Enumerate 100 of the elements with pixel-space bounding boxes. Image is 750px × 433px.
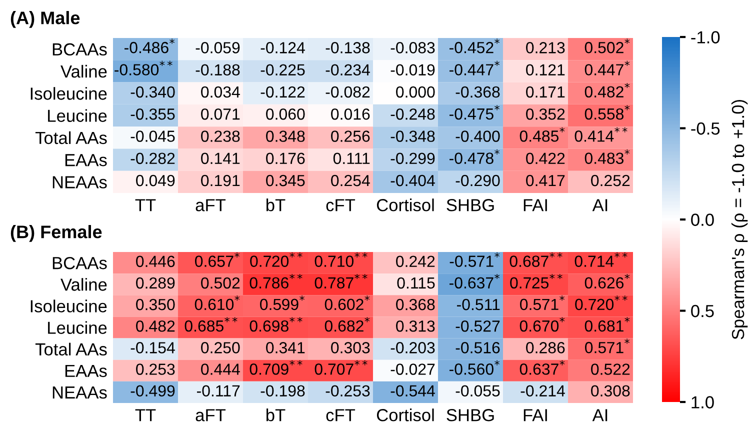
color-bar-label: 0.0 [691,214,714,226]
data-label: 0.485$^{*}$ [520,127,565,142]
data-label: 0.637$^{*}$ [520,360,565,375]
x-tick-label: cFT [326,199,356,212]
y-tick-label: Total AAs [35,342,107,356]
chart-title: (A) Male [10,11,80,28]
data-label: 0.368 [396,298,435,310]
data-label: 0.502$^{*}$ [584,38,630,54]
y-tick-label: BCAAs [52,43,107,56]
data-label: -0.516 [456,342,500,354]
y-tick-label: EAAs [65,364,107,378]
y-tick-label: BCAAs [52,256,107,270]
x-tick-label: bT [266,198,286,212]
color-bar-label: -1.0 [691,31,720,44]
data-label: -0.154 [130,342,175,354]
y-tick-label: Valine [60,278,107,291]
data-label: 0.115 [397,277,435,289]
y-tick-label: Total AAs [35,131,107,144]
data-label: 0.444 [201,364,240,375]
data-label: 0.060 [266,108,305,120]
data-label: 0.242 [396,256,435,268]
data-label: 0.313 [396,320,435,332]
data-label: -0.234 [326,64,370,76]
data-label: 0.286 [526,342,565,354]
data-label: 0.682$^{*}$ [324,317,370,332]
data-label: 0.348 [266,130,305,142]
data-label: 0.034 [201,86,240,98]
data-label: 0.350 [136,298,175,310]
x-tick-label: bT [266,408,286,422]
data-label: -0.138 [326,42,370,54]
data-label: 0.171 [526,86,565,98]
data-label: -0.045 [130,130,175,142]
data-label: -0.527 [456,320,500,332]
x-tick-label: TT [135,199,156,212]
data-label: 0.657$^{*}$ [195,252,240,267]
data-label: 0.602$^{*}$ [324,296,370,310]
data-label: -0.299 [390,152,435,164]
data-label: -0.400 [456,130,500,142]
y-tick-label: Isoleucine [30,300,107,312]
y-tick-label: Leucine [48,109,107,122]
data-label: 0.303 [331,342,370,354]
data-label: -0.253 [326,385,370,396]
data-label: -0.544 [390,385,435,396]
data-label: 0.599$^{*}$ [260,296,304,310]
data-label: 0.049 [136,174,175,186]
color-bar-label: 0.5 [691,304,714,318]
data-label: 0.720$^{**}$ [250,252,302,267]
data-label: -0.478$^{*}$ [450,149,500,164]
data-label: 0.626$^{*}$ [584,274,630,289]
data-label: 0.000 [396,86,435,98]
data-label: 0.571$^{*}$ [585,338,630,354]
data-label: 0.238 [201,130,240,142]
data-label: 0.707$^{**}$ [314,360,368,375]
data-label: -0.083 [390,42,435,54]
data-label: -0.282 [130,152,175,164]
data-label: 0.709$^{**}$ [250,360,302,375]
data-label: 0.698$^{**}$ [250,317,302,332]
y-tick-label: Isoleucine [30,87,107,100]
x-tick-label: AI [592,409,608,422]
data-label: -0.475$^{*}$ [450,105,500,120]
data-label: 0.502 [201,277,240,289]
data-label: -0.027 [390,364,435,375]
data-label: -0.214 [520,385,565,396]
data-label: 0.141 [201,152,240,164]
x-tick-label: SHBG [446,409,494,422]
x-tick-label: SHBG [446,199,494,212]
data-label: 0.571$^{*}$ [520,296,564,310]
data-label: -0.580$^{**}$ [114,60,172,76]
data-label: 0.720$^{**}$ [575,296,628,310]
data-label: 0.558$^{*}$ [584,105,630,120]
data-label: 0.016 [331,108,370,120]
data-label: 0.681$^{*}$ [584,317,630,332]
data-label: 0.710$^{**}$ [314,252,368,267]
data-label: -0.188 [196,64,240,76]
data-label: 0.725$^{**}$ [510,274,562,289]
y-tick-label: NEAAs [52,386,107,399]
data-label: -0.059 [196,42,240,54]
data-label: 0.483$^{*}$ [584,149,630,164]
data-label: 0.685$^{**}$ [184,317,238,332]
data-label: 0.308 [591,385,630,396]
color-bar-label: -0.5 [691,122,720,135]
y-tick-label: Valine [60,64,107,78]
data-label: 0.111 [333,152,370,164]
data-label: 0.352 [526,108,565,120]
data-label: -0.225 [260,64,305,76]
data-label: 0.446 [136,256,175,268]
y-tick-label: Leucine [48,321,107,334]
y-tick-label: EAAs [65,154,107,166]
data-label: 0.176 [266,152,305,164]
data-label: -0.019 [390,64,435,76]
x-tick-label: Cortisol [376,198,434,212]
data-label: -0.117 [197,385,240,396]
data-label: -0.203 [390,342,435,354]
data-label: 0.254 [331,174,370,186]
data-label: -0.055 [456,385,500,396]
data-label: 0.191 [201,174,240,186]
data-label: 0.414$^{**}$ [574,127,628,142]
data-label: 0.610$^{*}$ [194,296,240,310]
data-label: 0.341 [266,342,305,354]
data-label: 0.447$^{*}$ [584,60,630,76]
